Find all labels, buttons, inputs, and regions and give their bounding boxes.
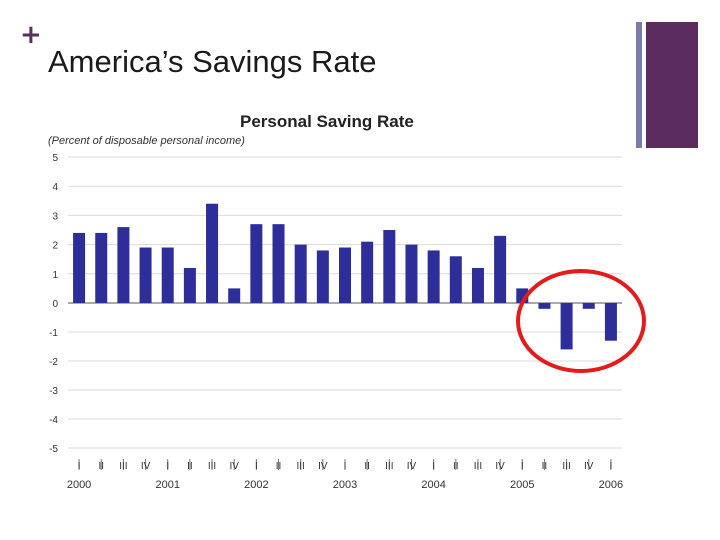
- chart-subtitle: (Percent of disposable personal income): [48, 135, 245, 147]
- bar: [339, 247, 351, 303]
- quarter-label: I: [432, 461, 435, 472]
- y-tick-label: 4: [52, 182, 58, 193]
- year-label: 2000: [67, 479, 91, 491]
- bar: [95, 232, 108, 303]
- accent-bar-thin: [636, 22, 642, 148]
- quarter-label: I: [344, 461, 347, 472]
- quarter-label: II: [276, 461, 282, 472]
- year-label: 2002: [244, 479, 268, 491]
- quarter-label: III: [562, 461, 570, 472]
- quarter-label: II: [453, 461, 459, 472]
- bar: [449, 256, 462, 303]
- bar: [471, 267, 484, 303]
- quarter-label: II: [542, 461, 548, 472]
- y-tick-label: 3: [52, 211, 58, 222]
- quarter-label: II: [364, 461, 370, 472]
- quarter-label: I: [610, 461, 613, 472]
- quarter-label: IV: [407, 461, 417, 472]
- bar: [73, 232, 86, 303]
- quarter-label: II: [98, 461, 104, 472]
- quarter-label: I: [78, 461, 81, 472]
- year-label: 2005: [510, 479, 534, 491]
- bar: [228, 288, 241, 303]
- bar: [316, 250, 329, 303]
- bar: [117, 227, 130, 303]
- year-label: 2003: [333, 479, 357, 491]
- quarter-label: IV: [495, 461, 505, 472]
- bar: [582, 303, 595, 309]
- bar: [272, 224, 285, 303]
- year-label: 2004: [421, 479, 445, 491]
- bar: [560, 303, 573, 350]
- bar: [161, 247, 174, 303]
- slide-title: America’s Savings Rate: [48, 44, 377, 79]
- quarter-label: III: [119, 461, 127, 472]
- bar: [405, 244, 418, 303]
- y-tick-label: 0: [52, 299, 58, 310]
- bar: [206, 203, 219, 303]
- bar: [538, 303, 551, 309]
- y-tick-label: -3: [49, 386, 58, 397]
- y-tick-label: -1: [49, 328, 58, 339]
- year-label: 2006: [599, 479, 623, 491]
- chart-title: Personal Saving Rate: [240, 112, 414, 131]
- y-tick-label: 2: [52, 241, 58, 252]
- y-tick-label: 5: [52, 153, 58, 164]
- quarter-label: I: [166, 461, 169, 472]
- bar: [494, 235, 507, 303]
- quarter-label: II: [187, 461, 193, 472]
- highlight-circle: [516, 269, 646, 373]
- bar: [183, 267, 196, 303]
- quarter-label: III: [474, 461, 482, 472]
- quarter-label: III: [297, 461, 305, 472]
- bar: [427, 250, 440, 303]
- accent-bar-block: [646, 22, 698, 148]
- quarter-label: IV: [141, 461, 151, 472]
- bar: [361, 241, 374, 303]
- y-tick-label: -5: [49, 444, 58, 455]
- bar: [294, 244, 307, 303]
- quarter-label: I: [521, 461, 524, 472]
- bar: [383, 230, 396, 303]
- quarter-label: III: [385, 461, 393, 472]
- y-tick-label: -4: [49, 415, 58, 426]
- bar: [250, 224, 263, 303]
- bar: [139, 247, 152, 303]
- plus-icon: +: [20, 20, 42, 50]
- y-tick-label: -2: [49, 357, 58, 368]
- quarter-label: IV: [584, 461, 594, 472]
- quarter-label: IV: [229, 461, 239, 472]
- quarter-label: III: [208, 461, 216, 472]
- year-label: 2001: [155, 479, 179, 491]
- quarter-label: I: [255, 461, 258, 472]
- y-tick-label: 1: [52, 270, 58, 281]
- quarter-label: IV: [318, 461, 328, 472]
- bar: [604, 303, 617, 341]
